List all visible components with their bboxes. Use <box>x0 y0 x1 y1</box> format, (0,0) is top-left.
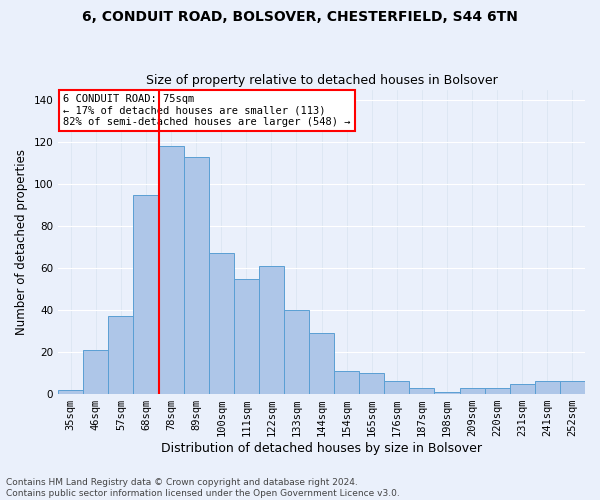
Bar <box>158 146 184 394</box>
Bar <box>434 392 460 394</box>
Text: Contains HM Land Registry data © Crown copyright and database right 2024.
Contai: Contains HM Land Registry data © Crown c… <box>6 478 400 498</box>
Bar <box>259 266 284 394</box>
Bar <box>133 194 158 394</box>
Bar <box>485 388 510 394</box>
Bar <box>109 316 133 394</box>
Bar <box>460 388 485 394</box>
X-axis label: Distribution of detached houses by size in Bolsover: Distribution of detached houses by size … <box>161 442 482 455</box>
Bar <box>234 278 259 394</box>
Bar <box>209 254 234 394</box>
Text: 6 CONDUIT ROAD: 75sqm
← 17% of detached houses are smaller (113)
82% of semi-det: 6 CONDUIT ROAD: 75sqm ← 17% of detached … <box>64 94 351 128</box>
Bar <box>510 384 535 394</box>
Bar <box>359 373 385 394</box>
Bar <box>83 350 109 394</box>
Text: 6, CONDUIT ROAD, BOLSOVER, CHESTERFIELD, S44 6TN: 6, CONDUIT ROAD, BOLSOVER, CHESTERFIELD,… <box>82 10 518 24</box>
Bar <box>284 310 309 394</box>
Bar <box>58 390 83 394</box>
Bar <box>309 333 334 394</box>
Bar <box>409 388 434 394</box>
Bar <box>184 157 209 394</box>
Bar <box>535 382 560 394</box>
Bar <box>560 382 585 394</box>
Bar <box>334 371 359 394</box>
Y-axis label: Number of detached properties: Number of detached properties <box>15 149 28 335</box>
Bar <box>385 382 409 394</box>
Title: Size of property relative to detached houses in Bolsover: Size of property relative to detached ho… <box>146 74 497 87</box>
